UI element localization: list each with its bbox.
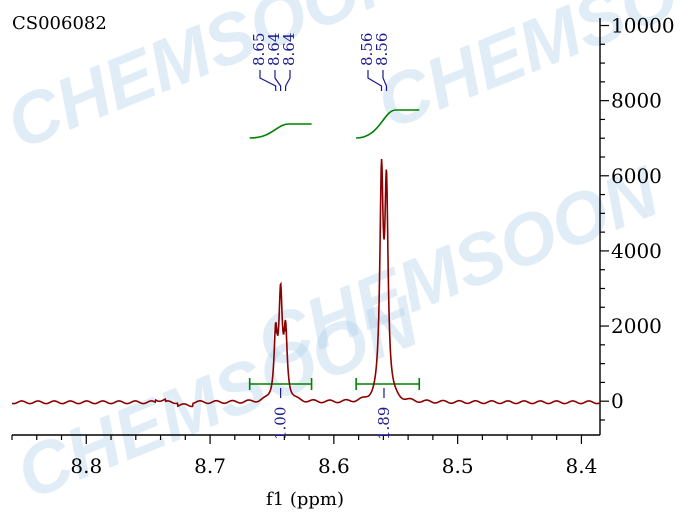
- x-tick-label: 8.6: [318, 454, 350, 478]
- peak-label: 8.56: [358, 33, 376, 66]
- x-tick-label: 8.7: [194, 454, 226, 478]
- peak-label-connector: [382, 70, 388, 91]
- integral-value-label: 1.00: [272, 407, 290, 440]
- peak-label-connector: [259, 70, 277, 91]
- spectrum-line: [11, 158, 601, 408]
- peak-label: 8.56: [373, 33, 391, 66]
- integral-value-label: 1.89: [375, 407, 393, 440]
- integral-curve: [356, 109, 420, 139]
- peak-label: 8.64: [280, 33, 298, 66]
- x-axis: 8.8 8.7 8.6 8.5 8.4: [11, 434, 600, 478]
- peak-label-connector: [367, 70, 383, 91]
- y-tick-label: 6000: [611, 164, 662, 188]
- y-tick-label: 8000: [611, 89, 662, 113]
- sample-id-label: CS006082: [12, 13, 107, 34]
- y-tick-label: 10000: [611, 14, 675, 38]
- integral-layer: 1.00 1.89: [248, 109, 421, 440]
- watermark-text: CHEMSOON: [6, 281, 431, 515]
- y-tick-label: 0: [611, 389, 624, 413]
- peak-label-connector: [274, 70, 282, 91]
- x-tick-label: 8.4: [566, 454, 598, 478]
- x-axis-title: f1 (ppm): [266, 489, 344, 510]
- integral-curve: [249, 123, 312, 139]
- y-tick-label: 2000: [611, 314, 662, 338]
- peak-label: 8.64: [265, 33, 283, 66]
- y-tick-label: 4000: [611, 239, 662, 263]
- x-tick-label: 8.8: [70, 454, 102, 478]
- x-tick-label: 8.5: [442, 454, 474, 478]
- peak-label-connector: [285, 70, 291, 91]
- y-axis: 0 2000 4000 6000 8000 10000: [599, 14, 675, 435]
- peak-label: 8.65: [250, 33, 268, 66]
